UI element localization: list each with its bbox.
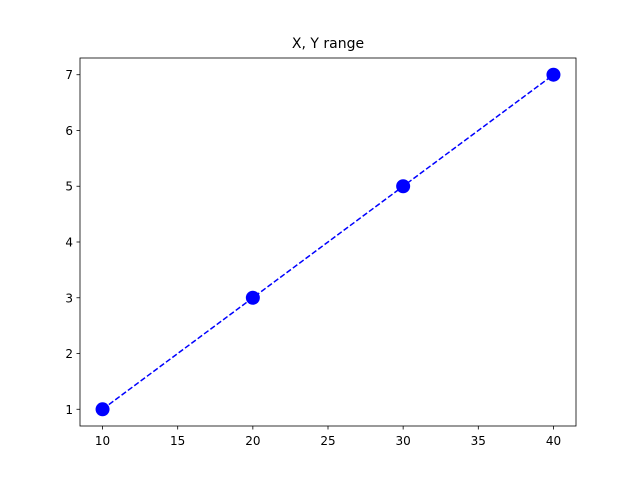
y-tick-label: 3 — [65, 291, 73, 305]
x-tick-label: 40 — [546, 434, 561, 448]
y-tick-label: 1 — [65, 403, 73, 417]
x-tick-label: 10 — [95, 434, 110, 448]
y-tick-label: 2 — [65, 347, 73, 361]
data-point — [546, 67, 561, 82]
x-tick-label: 25 — [320, 434, 335, 448]
plot-frame — [79, 57, 577, 427]
data-point — [95, 402, 110, 417]
chart-title: X, Y range — [292, 36, 364, 52]
y-tick-label: 4 — [65, 236, 73, 250]
data-point — [245, 290, 260, 305]
x-tick-label: 30 — [396, 434, 411, 448]
x-tick-label: 15 — [170, 434, 185, 448]
y-tick-label: 7 — [65, 68, 73, 82]
x-tick-label: 20 — [245, 434, 260, 448]
y-tick-label: 6 — [65, 124, 73, 138]
x-tick-label: 35 — [471, 434, 486, 448]
y-tick-label: 5 — [65, 180, 73, 194]
series-line — [102, 74, 554, 410]
data-point — [396, 179, 411, 194]
